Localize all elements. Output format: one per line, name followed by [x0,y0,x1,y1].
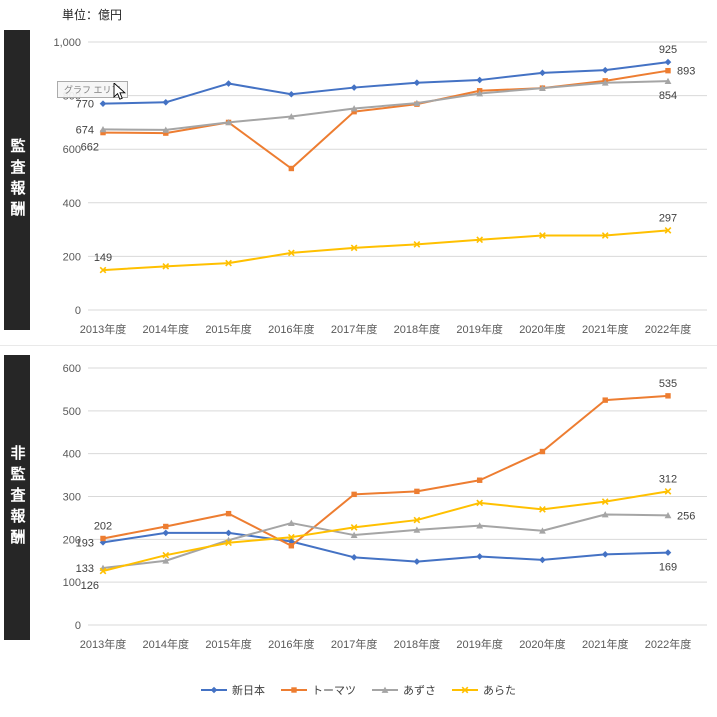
x-axis-category-label: 2018年度 [394,322,440,336]
series-line [102,513,669,570]
unit-label: 単位：億円 [62,8,123,22]
data-point-label: 674 [76,124,94,136]
data-point-label: 193 [76,537,94,549]
data-point-label: 256 [677,510,695,522]
series-line [102,80,669,131]
side-label-non-audit-fees: 非監査報酬 [4,355,30,640]
legend-item-2[interactable]: あずさ [372,682,436,698]
x-axis-category-label: 2022年度 [645,637,691,651]
x-axis-category-label: 2017年度 [331,637,377,651]
x-axis-category-label: 2021年度 [582,637,628,651]
legend-marker-icon [372,686,398,693]
mouse-cursor-icon [113,83,126,100]
data-point-label: 297 [659,212,677,224]
y-axis-tick-label: 600 [63,144,81,156]
y-axis-tick-label: 400 [63,449,81,461]
y-axis-tick-label: 100 [63,577,81,589]
data-point-label: 535 [659,378,677,390]
series-line [102,61,669,105]
legend-label: トーマツ [312,685,356,697]
x-axis-category-label: 2019年度 [456,637,502,651]
data-point-label: 149 [94,252,112,264]
series-line [102,490,669,573]
x-axis-category-label: 2022年度 [645,322,691,336]
chart-area-tooltip: グラフ エリア [57,81,128,98]
x-axis-category-label: 2015年度 [205,322,251,336]
x-axis-category-label: 2016年度 [268,637,314,651]
x-axis-category-label: 2020年度 [519,322,565,336]
data-point-label: 893 [677,66,695,78]
x-axis-category-label: 2017年度 [331,322,377,336]
data-point-label: 770 [76,99,94,111]
x-axis-category-label: 2013年度 [80,322,126,336]
legend-item-3[interactable]: あらた [452,682,516,698]
side-label-audit-fees: 監査報酬 [4,30,30,330]
legend-marker-icon [201,686,227,694]
y-axis-tick-label: 300 [63,492,81,504]
chart-legend: 新日本 トーマツ あずさ あらた [0,680,717,700]
legend-marker-icon [281,687,307,693]
y-axis-tick-label: 500 [63,406,81,418]
x-axis-category-label: 2016年度 [268,322,314,336]
data-point-label: 925 [659,44,677,56]
x-axis-category-label: 2019年度 [456,322,502,336]
legend-item-0[interactable]: 新日本 [201,682,265,698]
x-axis-category-label: 2020年度 [519,637,565,651]
x-axis-category-label: 2018年度 [394,637,440,651]
y-axis-tick-label: 0 [75,620,81,632]
data-point-label: 169 [659,562,677,574]
y-axis-tick-label: 200 [63,251,81,263]
data-point-label: 662 [81,142,99,154]
legend-marker-icon [452,686,478,694]
x-axis-category-label: 2014年度 [143,637,189,651]
data-point-label: 854 [659,90,677,102]
legend-label: 新日本 [232,685,265,697]
y-axis-tick-label: 0 [75,305,81,317]
series-line [102,394,669,547]
audit-fees-chart[interactable]: 02004006008001,0002013年度2014年度2015年度2016… [0,0,717,345]
y-axis-tick-label: 200 [63,534,81,546]
data-point-label: 126 [81,580,99,592]
series-line [102,229,669,272]
legend-label: あずさ [403,685,436,697]
y-axis-tick-label: 600 [63,363,81,375]
y-axis-tick-label: 1,000 [53,37,81,49]
x-axis-category-label: 2021年度 [582,322,628,336]
section-divider [0,345,717,346]
legend-item-1[interactable]: トーマツ [281,682,356,698]
series-line [102,531,669,563]
data-point-label: 202 [94,520,112,532]
x-axis-category-label: 2015年度 [205,637,251,651]
y-axis-tick-label: 400 [63,198,81,210]
x-axis-category-label: 2014年度 [143,322,189,336]
non-audit-fees-chart[interactable]: 0 100 200 300 400 500 600 2013年度 2014年度 2015年度 201… [0,345,717,660]
data-point-label: 133 [76,563,94,575]
x-axis-category-label: 2013年度 [80,637,126,651]
legend-label: あらた [483,685,516,697]
data-point-label: 312 [659,473,677,485]
